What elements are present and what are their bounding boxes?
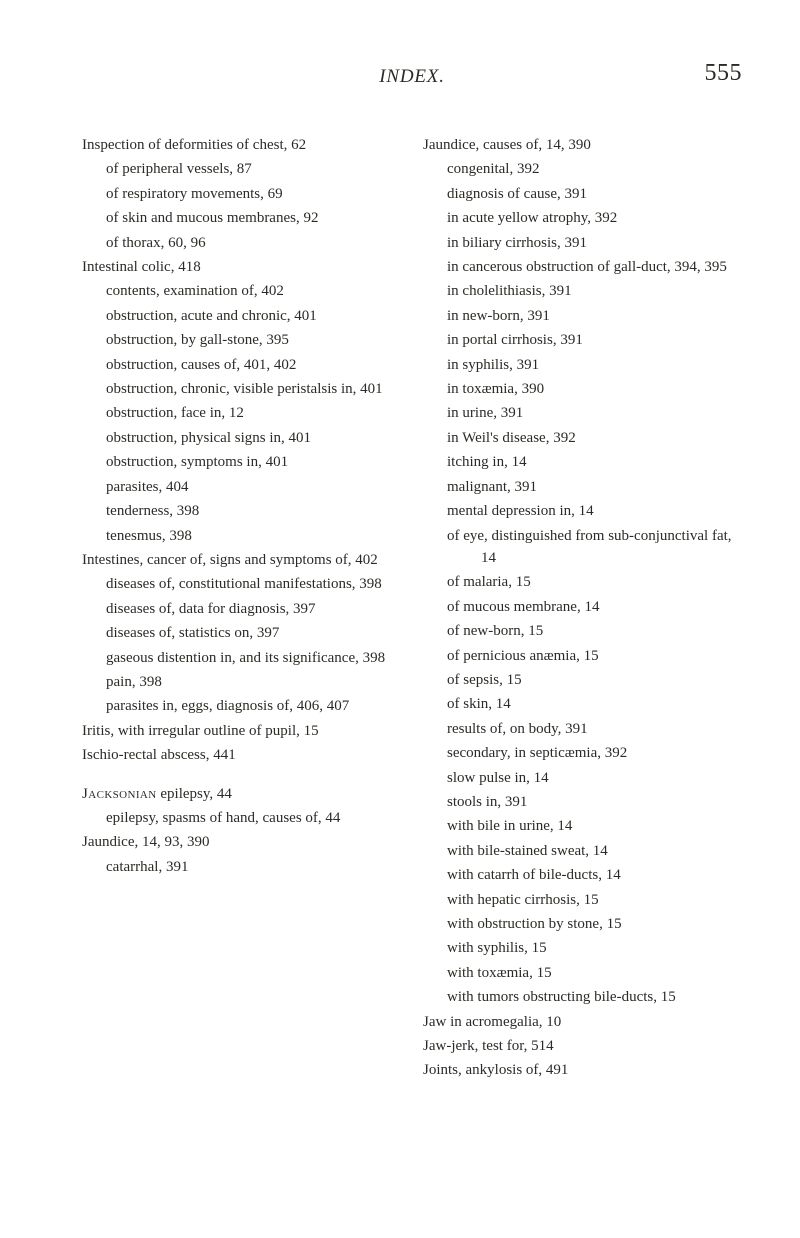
index-entry: Intestines, cancer of, signs and symptom…	[82, 549, 401, 571]
index-entry: mental depression in, 14	[423, 500, 742, 522]
index-entry: of malaria, 15	[423, 571, 742, 593]
index-entry: Iritis, with irregular outline of pupil,…	[82, 720, 401, 742]
index-entry: with hepatic cirrhosis, 15	[423, 889, 742, 911]
index-entry: Jaundice, 14, 93, 390	[82, 831, 401, 853]
right-column: Jaundice, causes of, 14, 390congenital, …	[423, 134, 742, 1084]
index-entry-text: epilepsy, 44	[157, 786, 232, 802]
index-entry: of skin, 14	[423, 693, 742, 715]
index-entry: in cholelithiasis, 391	[423, 280, 742, 302]
index-entry-lead: Jacksonian	[82, 786, 157, 802]
index-entry: with tumors obstructing bile-ducts, 15	[423, 986, 742, 1008]
index-entry: obstruction, causes of, 401, 402	[82, 354, 401, 376]
index-entry: with catarrh of bile-ducts, 14	[423, 864, 742, 886]
index-entry: in urine, 391	[423, 402, 742, 424]
index-columns: Inspection of deformities of chest, 62of…	[82, 134, 742, 1084]
index-entry: in new-born, 391	[423, 305, 742, 327]
index-entry: malignant, 391	[423, 476, 742, 498]
index-entry: with syphilis, 15	[423, 937, 742, 959]
index-entry: Jaw in acromegalia, 10	[423, 1011, 742, 1033]
index-entry: epilepsy, spasms of hand, causes of, 44	[82, 807, 401, 829]
left-column: Inspection of deformities of chest, 62of…	[82, 134, 401, 1084]
index-entry: tenesmus, 398	[82, 525, 401, 547]
index-entry: Joints, ankylosis of, 491	[423, 1059, 742, 1081]
index-entry: congenital, 392	[423, 158, 742, 180]
index-entry: Jaundice, causes of, 14, 390	[423, 134, 742, 156]
index-entry: diseases of, constitutional manifestatio…	[82, 573, 401, 595]
index-entry: Jaw-jerk, test for, 514	[423, 1035, 742, 1057]
index-entry: of new-born, 15	[423, 620, 742, 642]
index-entry: of thorax, 60, 96	[82, 232, 401, 254]
index-entry: obstruction, by gall-stone, 395	[82, 329, 401, 351]
index-entry: obstruction, face in, 12	[82, 402, 401, 424]
page: INDEX. 555 Inspection of deformities of …	[0, 0, 800, 1238]
index-entry: of eye, distinguished from sub-conjuncti…	[423, 525, 742, 570]
index-entry: parasites, 404	[82, 476, 401, 498]
running-head: INDEX.	[379, 66, 444, 88]
page-header: INDEX. 555	[82, 60, 742, 112]
index-entry: itching in, 14	[423, 451, 742, 473]
index-entry: in biliary cirrhosis, 391	[423, 232, 742, 254]
index-entry: slow pulse in, 14	[423, 767, 742, 789]
index-entry: of peripheral vessels, 87	[82, 158, 401, 180]
index-entry: gaseous distention in, and its significa…	[82, 647, 401, 669]
index-entry: with toxæmia, 15	[423, 962, 742, 984]
index-entry: Inspection of deformities of chest, 62	[82, 134, 401, 156]
index-entry: in Weil's disease, 392	[423, 427, 742, 449]
index-entry: parasites in, eggs, diagnosis of, 406, 4…	[82, 695, 401, 717]
index-entry: contents, examination of, 402	[82, 280, 401, 302]
index-entry: tenderness, 398	[82, 500, 401, 522]
index-entry: in toxæmia, 390	[423, 378, 742, 400]
index-entry: of respiratory movements, 69	[82, 183, 401, 205]
index-entry: results of, on body, 391	[423, 718, 742, 740]
index-entry: pain, 398	[82, 671, 401, 693]
index-entry: secondary, in septicæmia, 392	[423, 742, 742, 764]
index-entry: stools in, 391	[423, 791, 742, 813]
index-entry: in cancerous obstruction of gall-duct, 3…	[423, 256, 742, 278]
section-gap	[82, 769, 401, 783]
page-number: 555	[705, 60, 743, 87]
index-entry: Intestinal colic, 418	[82, 256, 401, 278]
index-entry: in acute yellow atrophy, 392	[423, 207, 742, 229]
index-entry: of mucous membrane, 14	[423, 596, 742, 618]
index-entry: diseases of, statistics on, 397	[82, 622, 401, 644]
index-entry: with bile in urine, 14	[423, 815, 742, 837]
index-entry: of skin and mucous membranes, 92	[82, 207, 401, 229]
index-entry: Ischio-rectal abscess, 441	[82, 744, 401, 766]
index-entry: obstruction, chronic, visible peristalsi…	[82, 378, 401, 400]
index-entry: diseases of, data for diagnosis, 397	[82, 598, 401, 620]
index-entry: in portal cirrhosis, 391	[423, 329, 742, 351]
index-entry: catarrhal, 391	[82, 856, 401, 878]
index-entry: with obstruction by stone, 15	[423, 913, 742, 935]
index-entry: in syphilis, 391	[423, 354, 742, 376]
index-entry: obstruction, acute and chronic, 401	[82, 305, 401, 327]
index-entry: of sepsis, 15	[423, 669, 742, 691]
index-entry: obstruction, physical signs in, 401	[82, 427, 401, 449]
index-entry: Jacksonian epilepsy, 44	[82, 783, 401, 805]
index-entry: diagnosis of cause, 391	[423, 183, 742, 205]
index-entry: of pernicious anæmia, 15	[423, 645, 742, 667]
index-entry: with bile-stained sweat, 14	[423, 840, 742, 862]
index-entry: obstruction, symptoms in, 401	[82, 451, 401, 473]
